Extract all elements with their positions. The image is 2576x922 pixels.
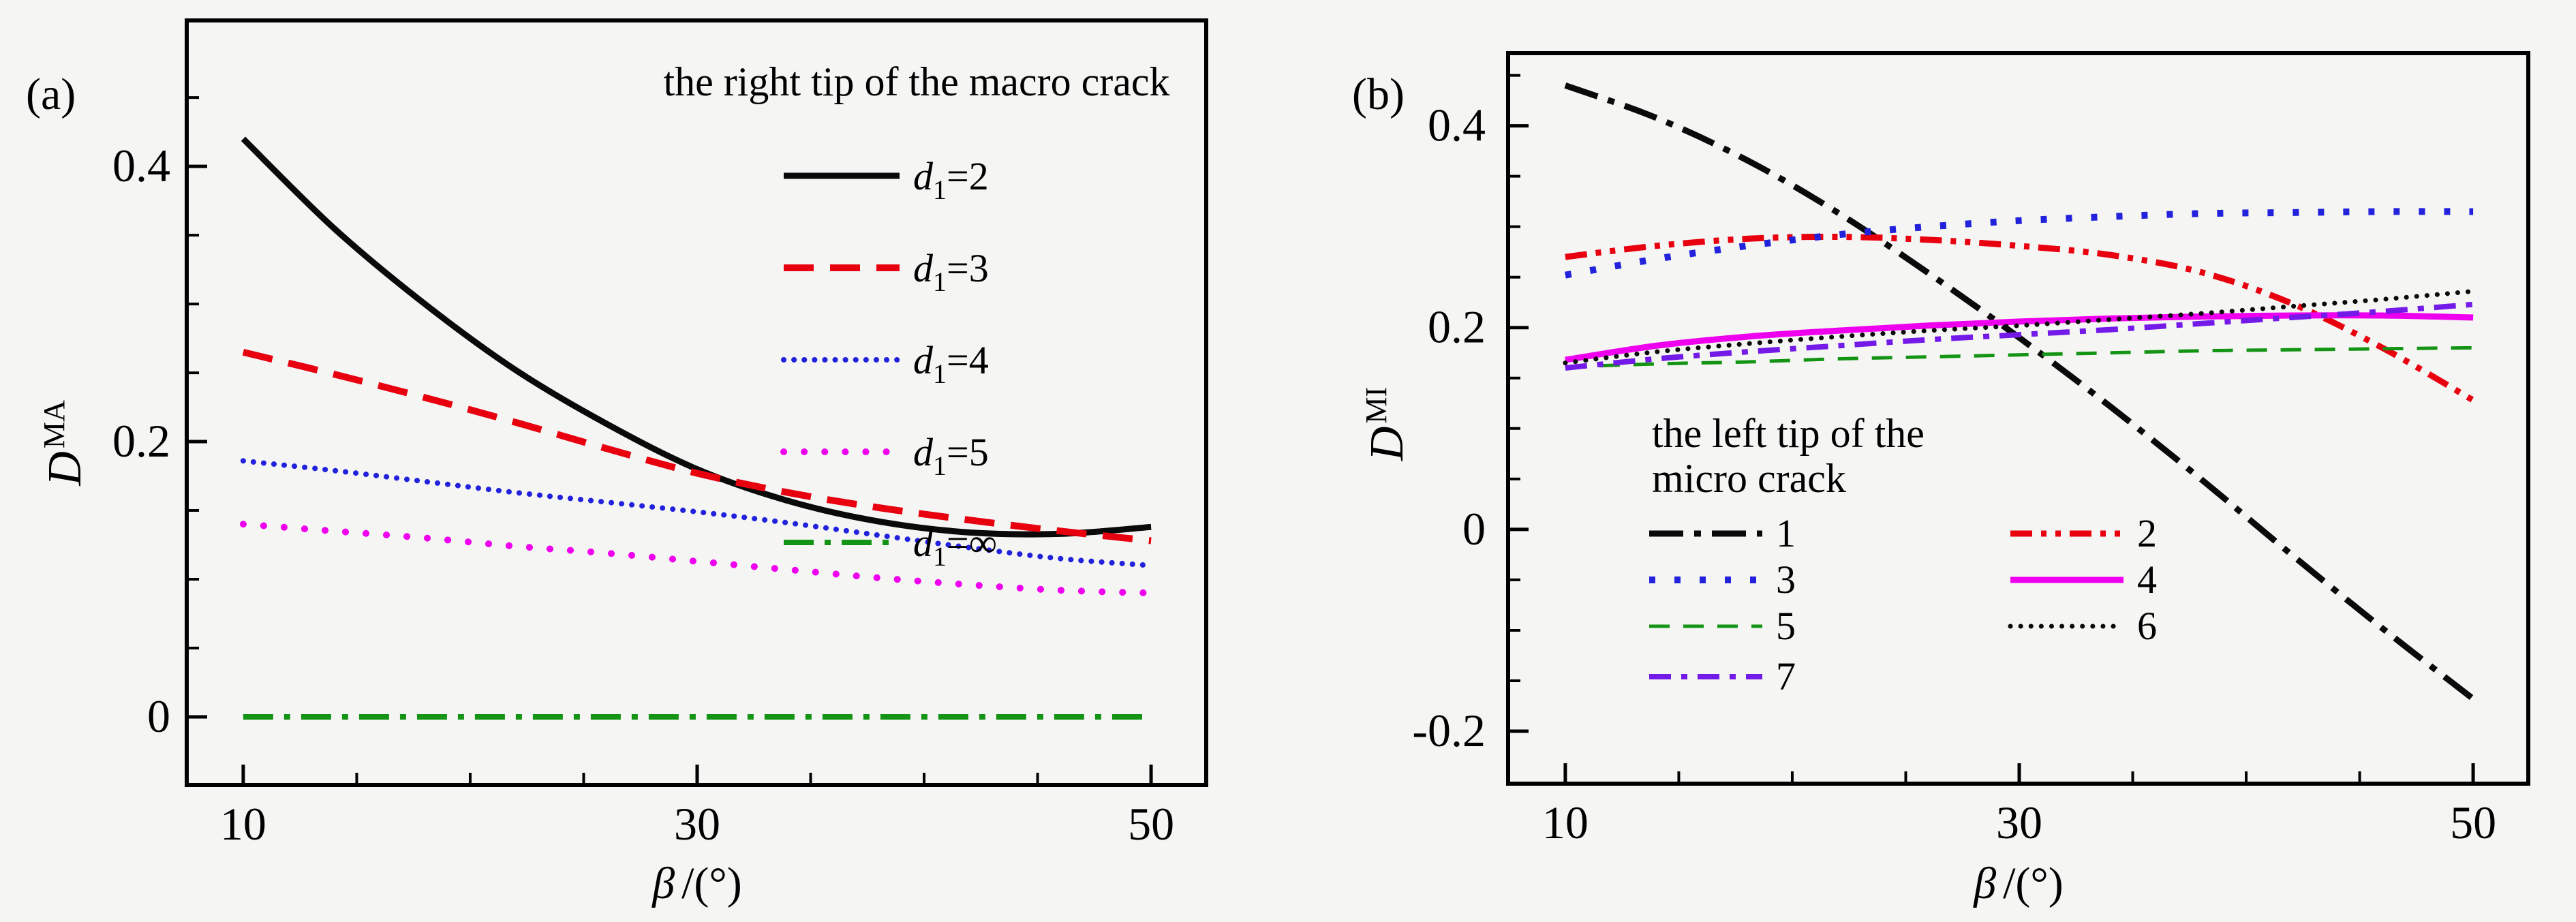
legend-label-a-d1=3: d1=3 [913,246,989,297]
panel-a-letter: (a) [26,70,76,119]
y-tick-label: 0.4 [1428,99,1486,151]
y-tick-label: 0.2 [1428,301,1486,353]
panel-a-series [239,136,1155,720]
series-line-a-d1=4 [240,458,1154,568]
legend-label-b-2: 2 [2137,511,2157,555]
x-tick-label: 30 [674,798,720,850]
series-line-a-d1=2 [241,136,1152,538]
x-tick-label: 30 [1996,797,2042,848]
x-tick-label: 10 [1542,797,1589,848]
legend-label-a-d1=4: d1=4 [913,338,989,389]
panel-b-series [1563,82,2476,702]
series-line-a-d1=3 [242,348,1152,544]
legend-label-a-d1=2: d1=2 [913,154,989,205]
y-axis-label-a: DMA [37,400,91,487]
panel-a: 10 30 50 0.4 0.2 0 (a) β/(°) DMA the right tip of… [26,18,1208,908]
y-tick-label: 0.2 [112,415,170,467]
series-line-b-7 [1565,301,2474,371]
series-line-b-3 [1565,208,2474,279]
y-tick-label: 0 [147,690,170,742]
x-tick-label: 10 [220,798,266,850]
panel-b: 10 30 50 0.4 0.2 0 -0.2 (b) β/(°) DMI the left tip… [1352,51,2530,908]
legend-label-b-4: 4 [2137,557,2157,602]
legend-label-b-5: 5 [1776,604,1796,648]
y-axis-label-b: DMI [1360,387,1413,461]
legend-label-b-1: 1 [1776,511,1796,555]
legend-label-a-d1=inf: d1=∞ [913,521,997,572]
series-line-b-4 [1565,312,2474,363]
panel-a-axis-box [185,18,1208,787]
x-tick-label: 50 [2450,797,2496,848]
panel-b-legend: 1 2 3 4 5 6 7 [1649,511,2157,698]
legend-label-b-7: 7 [1776,654,1796,698]
panel-a-legend: d1=2 d1=3 d1=4 d1=5 d1=∞ [780,154,997,572]
series-line-b-5 [1565,345,2474,369]
x-axis-label-a: β/(°) [651,859,742,908]
legend-label-a-d1=5: d1=5 [913,430,989,481]
series-line-b-2 [1565,233,2475,403]
panel-a-title: the right tip of the macro crack [663,59,1169,104]
y-tick-label: 0 [1462,503,1486,555]
panel-b-title-line-1: the left tip of the [1652,411,1925,456]
x-tick-label: 50 [1128,798,1174,850]
y-tick-label: -0.2 [1412,705,1486,756]
legend-label-b-6: 6 [2137,604,2157,648]
y-tick-label: 0.4 [112,140,170,191]
series-line-b-6 [1563,288,2476,366]
series-line-a-d1=5 [239,521,1155,597]
legend-label-b-3: 3 [1776,557,1796,602]
x-axis-label-b: β/(°) [1972,859,2064,908]
panel-b-letter: (b) [1352,70,1405,119]
series-line-b-1 [1564,82,2475,702]
panel-b-title-line-2: micro crack [1652,456,1846,501]
